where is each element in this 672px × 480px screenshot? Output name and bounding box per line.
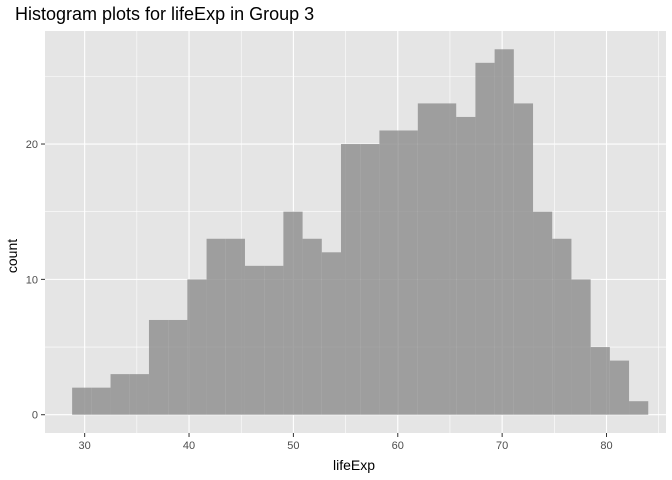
histogram-bars [72, 49, 649, 415]
x-tick-label: 40 [183, 440, 195, 452]
histogram-bar [360, 144, 380, 415]
histogram-bar [513, 103, 534, 415]
histogram-bar [321, 252, 341, 415]
histogram-bar [494, 49, 514, 415]
histogram-bar [340, 144, 361, 415]
y-axis: 0 10 20 [26, 139, 45, 422]
histogram-bar [302, 238, 322, 415]
histogram-bar [244, 265, 265, 415]
histogram-bar [533, 211, 553, 415]
histogram-bar [475, 62, 495, 415]
x-axis: 30 40 50 60 70 80 [79, 433, 613, 452]
histogram-bar [417, 103, 438, 415]
histogram-bar [629, 401, 649, 415]
histogram-bar [398, 130, 418, 415]
chart-title: Histogram plots for lifeExp in Group 3 [15, 4, 314, 24]
histogram-bar [456, 116, 476, 415]
y-tick-label: 0 [32, 410, 38, 422]
x-tick-label: 30 [79, 440, 91, 452]
x-tick-label: 60 [392, 440, 404, 452]
histogram-bar [264, 265, 284, 415]
histogram-bar [225, 238, 245, 415]
histogram-bar [437, 103, 457, 415]
histogram-bar [148, 319, 169, 415]
histogram-bar [283, 211, 303, 415]
histogram-bar [571, 279, 591, 415]
x-tick-label: 80 [600, 440, 612, 452]
histogram-bar [379, 130, 399, 415]
histogram-bar [91, 387, 111, 415]
x-tick-label: 70 [496, 440, 508, 452]
y-tick-label: 20 [26, 139, 38, 151]
histogram-bar [590, 347, 610, 415]
histogram-bar [72, 387, 92, 415]
histogram-bar [206, 238, 226, 415]
histogram-bar [129, 374, 149, 415]
histogram-bar [110, 374, 130, 415]
x-tick-label: 50 [287, 440, 299, 452]
histogram-bar [168, 319, 188, 415]
y-tick-label: 10 [26, 274, 38, 286]
histogram-bar [187, 279, 207, 415]
histogram-bar [609, 360, 630, 415]
y-axis-title: count [4, 239, 20, 273]
x-axis-title: lifeExp [333, 457, 375, 473]
histogram-bar [552, 238, 572, 415]
